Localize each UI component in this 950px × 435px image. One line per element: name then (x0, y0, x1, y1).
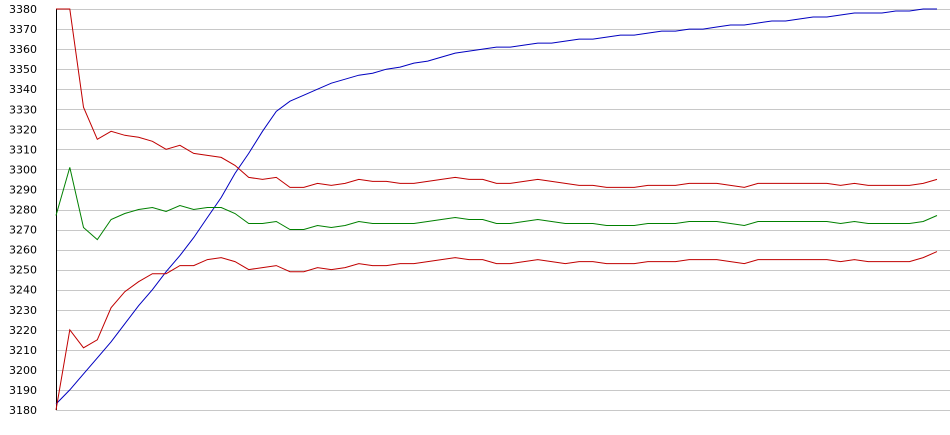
y-tick-label: 3290 (9, 183, 37, 196)
y-tick-label: 3380 (9, 3, 37, 16)
y-tick-label: 3210 (9, 344, 37, 357)
y-tick-label: 3230 (9, 304, 37, 317)
y-tick-label: 3190 (9, 384, 37, 397)
y-tick-labels: 3180 3190 3200 3210 3220 3230 3240 3250 3260 3270… (9, 3, 37, 417)
series-line-3 (55, 167, 938, 241)
y-tick-label: 3220 (9, 324, 37, 337)
y-tick-label: 3370 (9, 23, 37, 36)
y-tick-label: 3200 (9, 364, 37, 377)
series-line-1 (55, 8, 937, 405)
y-tick-label: 3240 (9, 284, 37, 297)
y-tick-label: 3360 (9, 43, 37, 56)
y-tick-label: 3180 (9, 404, 37, 417)
y-tick-label: 3340 (9, 83, 37, 96)
y-tick-label: 3260 (9, 244, 37, 257)
y-tick-label: 3320 (9, 123, 37, 136)
y-tick-label: 3330 (9, 103, 37, 116)
y-gridlines (56, 9, 950, 411)
y-tick-label: 3310 (9, 143, 37, 156)
series-line-4 (55, 251, 938, 411)
y-tick-label: 3250 (9, 264, 37, 277)
y-tick-label: 3350 (9, 63, 37, 76)
y-tick-label: 3300 (9, 163, 37, 176)
y-tick-label: 3280 (9, 204, 37, 217)
y-tick-label: 3270 (9, 224, 37, 237)
series-line-2 (56, 8, 938, 188)
series-lines (55, 8, 938, 411)
